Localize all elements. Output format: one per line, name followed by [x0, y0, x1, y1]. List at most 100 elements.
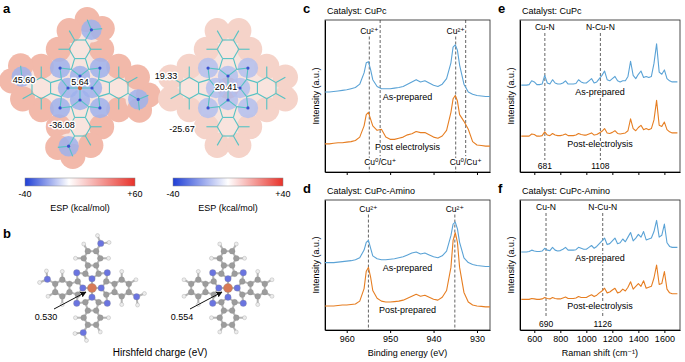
- bond: [199, 93, 210, 96]
- data-layer: [325, 45, 490, 146]
- bond: [233, 49, 238, 58]
- atom: [182, 278, 186, 282]
- x-axis-line: [326, 172, 491, 173]
- atom: [80, 329, 86, 335]
- x-tick-mark: [434, 330, 435, 333]
- bond: [71, 100, 80, 107]
- atom: [44, 269, 48, 273]
- atom: [142, 292, 146, 296]
- spectrum-line: [521, 220, 677, 252]
- bond: [276, 93, 285, 98]
- bond: [75, 135, 86, 136]
- atom: [126, 289, 132, 295]
- atom: [248, 289, 254, 295]
- x-tick-label: 1200: [603, 334, 623, 344]
- x-tick-mark: [477, 330, 478, 333]
- bond: [247, 93, 258, 96]
- atom: [84, 338, 88, 342]
- bond: [223, 58, 234, 59]
- esp-negative: [128, 89, 148, 109]
- atom: [98, 66, 101, 69]
- peak-position: 1126: [594, 319, 613, 329]
- atom: [126, 281, 132, 287]
- atom: [52, 289, 58, 295]
- x-tick: 960: [340, 330, 355, 344]
- atom: [46, 294, 50, 298]
- atom: [96, 299, 102, 305]
- bond: [208, 107, 219, 108]
- bond: [85, 107, 88, 118]
- bond: [128, 93, 138, 99]
- atom: [97, 255, 103, 261]
- atom: [93, 308, 99, 314]
- atom: [112, 289, 118, 295]
- peak-line: [544, 33, 545, 160]
- esp-value: 19.33: [155, 71, 178, 81]
- atom: [221, 263, 227, 269]
- atom: [89, 276, 95, 282]
- bond: [85, 136, 90, 145]
- atom: [98, 106, 101, 109]
- bond: [92, 79, 99, 88]
- x-tick: [534, 172, 535, 175]
- bond: [240, 79, 247, 88]
- atom: [67, 281, 73, 287]
- atom: [137, 98, 140, 101]
- colorbar-tick-label: +60: [127, 189, 142, 199]
- esp-negative: [198, 58, 218, 78]
- bond: [239, 49, 250, 50]
- x-tick: [560, 172, 561, 175]
- peak-name: Cu-N: [536, 202, 556, 212]
- colorbar: [173, 178, 283, 186]
- spectrum-line: [325, 45, 490, 97]
- atom: [229, 263, 235, 269]
- annotation-label: Cu⁰/Cu⁺: [450, 157, 482, 167]
- y-axis: [520, 201, 521, 331]
- atom: [240, 270, 246, 276]
- atom: [93, 248, 99, 254]
- atom: [270, 278, 274, 282]
- esp-negative: [70, 66, 90, 86]
- series-label: As-prepared: [383, 263, 433, 273]
- annotation-layer: [369, 20, 465, 172]
- bond: [60, 68, 61, 79]
- series-label: Post electrolysis: [375, 142, 441, 152]
- bond: [41, 77, 50, 82]
- x-tick-mark: [347, 172, 348, 175]
- bond: [138, 95, 148, 99]
- x-tick: 1600: [655, 330, 675, 344]
- x-tick-mark: [586, 330, 587, 333]
- atom: [103, 292, 109, 298]
- atom: [119, 277, 125, 283]
- atom: [232, 271, 238, 277]
- bond: [257, 77, 266, 82]
- x-tick-mark: [664, 330, 665, 333]
- atom: [58, 66, 61, 69]
- bond: [217, 49, 222, 58]
- atom: [255, 277, 261, 283]
- atom: [233, 315, 239, 321]
- x-tick-mark: [534, 172, 535, 175]
- atom: [206, 66, 209, 69]
- bond: [58, 49, 69, 50]
- x-tick-mark: [664, 172, 665, 175]
- bond: [41, 93, 50, 98]
- bond: [257, 83, 258, 94]
- x-tick-label: 600: [527, 334, 542, 344]
- x-axis-line: [521, 330, 681, 331]
- atom: [81, 315, 87, 321]
- atom: [59, 277, 65, 283]
- series-label: As-prepared: [383, 92, 433, 102]
- colorbar-tick-label: -40: [166, 189, 179, 199]
- x-tick-mark: [477, 172, 478, 175]
- atom: [225, 294, 231, 300]
- bond: [71, 59, 74, 70]
- y-axis-title: Intensity (a.u.): [506, 67, 516, 124]
- bond: [119, 77, 128, 82]
- atom: [225, 276, 231, 282]
- esp-value: 20.41: [215, 82, 238, 92]
- bond: [189, 93, 198, 98]
- atom: [188, 289, 194, 295]
- bond: [23, 93, 32, 98]
- bond: [208, 68, 209, 79]
